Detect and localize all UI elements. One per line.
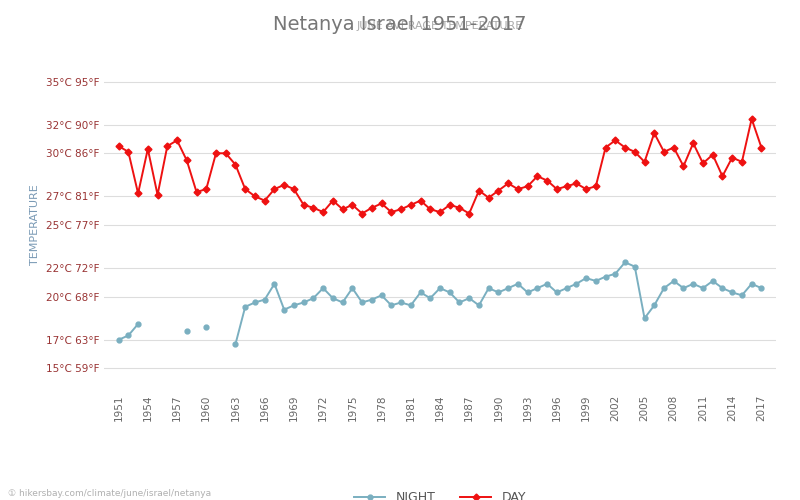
Line: DAY: DAY <box>116 116 764 216</box>
DAY <box>757 144 766 150</box>
NIGHT <box>123 332 133 338</box>
Text: Netanya Israel 1951-2017: Netanya Israel 1951-2017 <box>274 15 526 34</box>
Y-axis label: TEMPERATURE: TEMPERATURE <box>30 184 40 266</box>
NIGHT <box>134 321 143 327</box>
Legend: NIGHT, DAY: NIGHT, DAY <box>349 486 531 500</box>
DAY <box>416 198 426 203</box>
DAY <box>162 143 172 149</box>
DAY <box>386 209 396 215</box>
NIGHT <box>114 337 123 343</box>
Text: ① hikersbay.com/climate/june/israel/netanya: ① hikersbay.com/climate/june/israel/neta… <box>8 488 211 498</box>
DAY <box>192 189 202 195</box>
Title: JUNE AVERAGE TEMPERATURE: JUNE AVERAGE TEMPERATURE <box>357 22 523 32</box>
DAY <box>358 210 367 216</box>
DAY <box>610 138 620 143</box>
DAY <box>114 143 123 149</box>
DAY <box>708 152 718 158</box>
DAY <box>747 116 757 122</box>
Line: NIGHT: NIGHT <box>116 322 141 342</box>
